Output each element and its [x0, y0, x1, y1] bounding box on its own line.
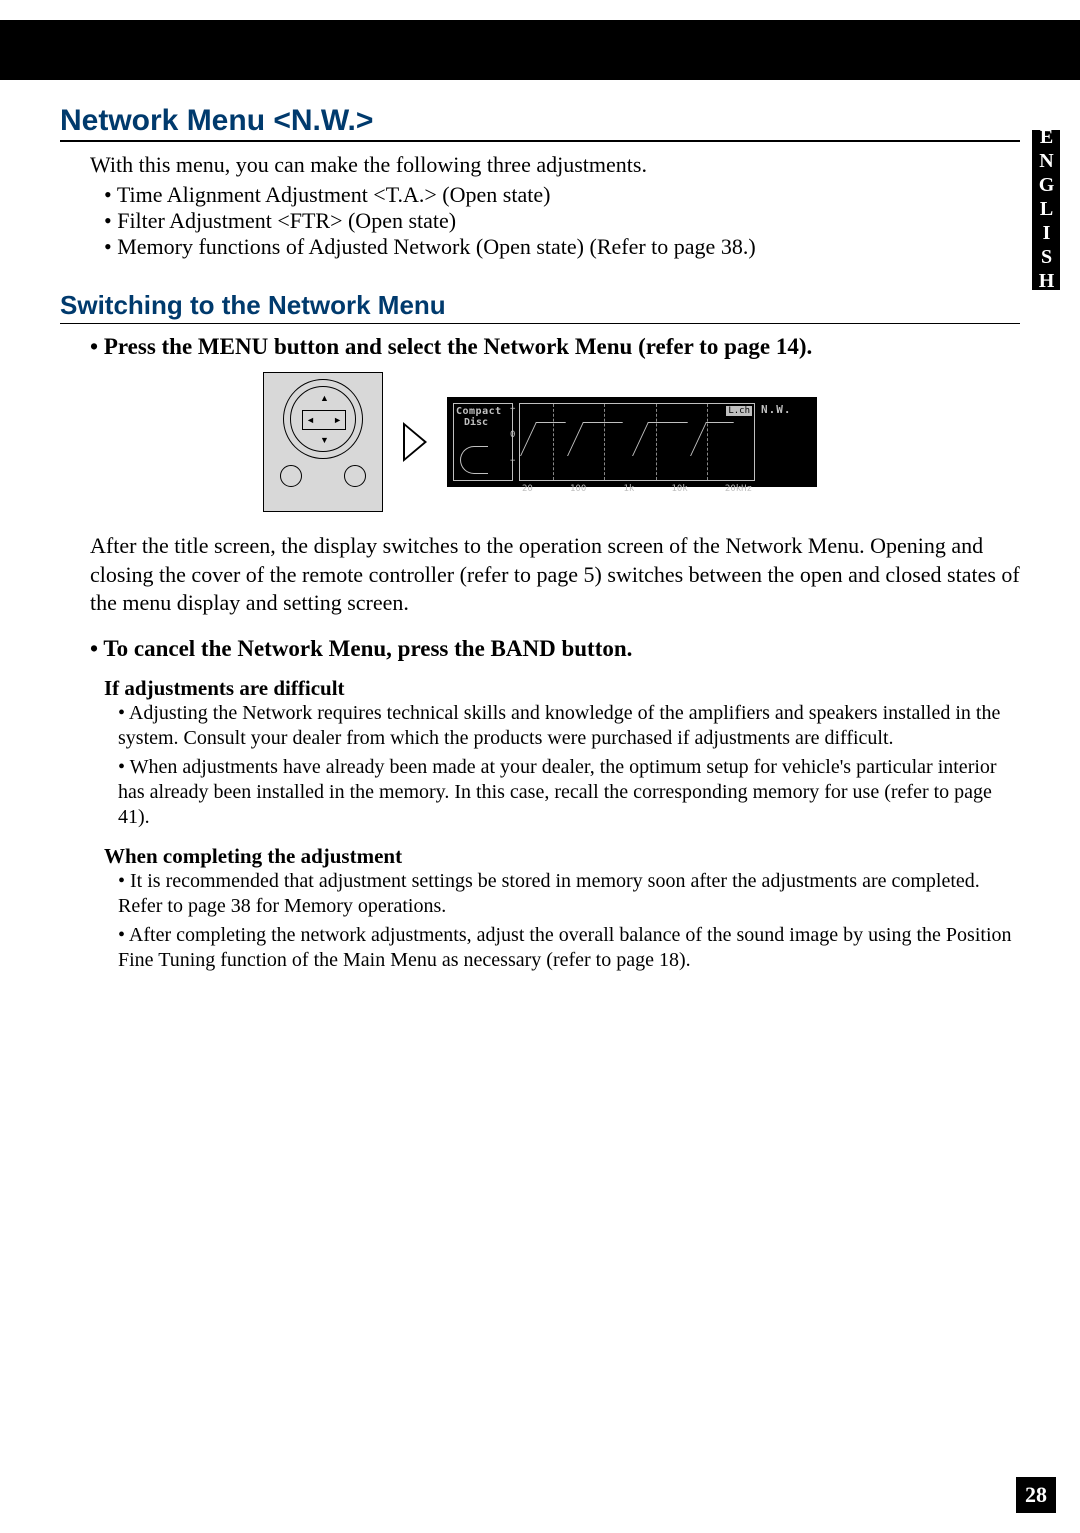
main-heading: Network Menu <N.W.> — [60, 104, 1020, 142]
arrow-right-icon — [403, 422, 427, 462]
display-disc-label: Disc — [464, 417, 510, 428]
note-bullet: After completing the network adjustments… — [118, 923, 1020, 973]
remote-small-button — [344, 465, 366, 487]
disc-arc-icon — [460, 446, 488, 474]
intro-bullet: Memory functions of Adjusted Network (Op… — [104, 234, 1020, 260]
note-heading-difficult: If adjustments are difficult — [104, 676, 1020, 701]
note-bullet: When adjustments have already been made … — [118, 755, 1020, 830]
x-label: 20kHz — [725, 484, 752, 494]
x-label: 100 — [570, 484, 586, 494]
diagram-row: ▲ ▼ ◄► Compact Disc + 0 − — [60, 372, 1020, 512]
note-list-completing: It is recommended that adjustment settin… — [118, 869, 1020, 973]
remote-illustration: ▲ ▼ ◄► — [263, 372, 383, 512]
after-diagram-text: After the title screen, the display swit… — [90, 532, 1020, 618]
lcd-display-illustration: Compact Disc + 0 − L.ch — [447, 397, 817, 487]
page-number: 28 — [1016, 1477, 1056, 1513]
page-content: Network Menu <N.W.> With this menu, you … — [60, 104, 1020, 977]
x-label: 1k — [623, 484, 634, 494]
dpad-center: ◄► — [302, 410, 346, 430]
step-press-menu: Press the MENU button and select the Net… — [90, 334, 1020, 360]
dpad-down-arrow: ▼ — [320, 435, 329, 445]
note-list-difficult: Adjusting the Network requires technical… — [118, 701, 1020, 830]
display-left-panel: Compact Disc — [453, 403, 513, 481]
display-graph-panel: + 0 − L.ch 20 100 1k 10k 20kHz — [519, 403, 755, 481]
y-label: − — [510, 456, 515, 466]
display-compact-label: Compact — [456, 406, 510, 417]
header-black-bar — [0, 20, 1080, 80]
step-cancel-band: To cancel the Network Menu, press the BA… — [90, 636, 1020, 662]
intro-bullet: Filter Adjustment <FTR> (Open state) — [104, 208, 1020, 234]
y-label: 0 — [510, 430, 515, 440]
language-tab: ENGLISH — [1032, 130, 1060, 290]
x-label: 20 — [522, 484, 533, 494]
note-bullet: It is recommended that adjustment settin… — [118, 869, 1020, 919]
note-bullet: Adjusting the Network requires technical… — [118, 701, 1020, 751]
note-heading-completing: When completing the adjustment — [104, 844, 1020, 869]
dpad-icon: ▲ ▼ ◄► — [283, 379, 363, 459]
y-label: + — [510, 404, 515, 414]
sub-heading: Switching to the Network Menu — [60, 290, 1020, 324]
intro-text: With this menu, you can make the followi… — [90, 152, 1020, 178]
display-mode-label: N.W. — [761, 403, 811, 423]
remote-small-button — [280, 465, 302, 487]
x-label: 10k — [671, 484, 687, 494]
dpad-up-arrow: ▲ — [320, 393, 329, 403]
intro-bullet: Time Alignment Adjustment <T.A.> (Open s… — [104, 182, 1020, 208]
lch-badge: L.ch — [726, 406, 752, 416]
intro-bullet-list: Time Alignment Adjustment <T.A.> (Open s… — [104, 182, 1020, 260]
